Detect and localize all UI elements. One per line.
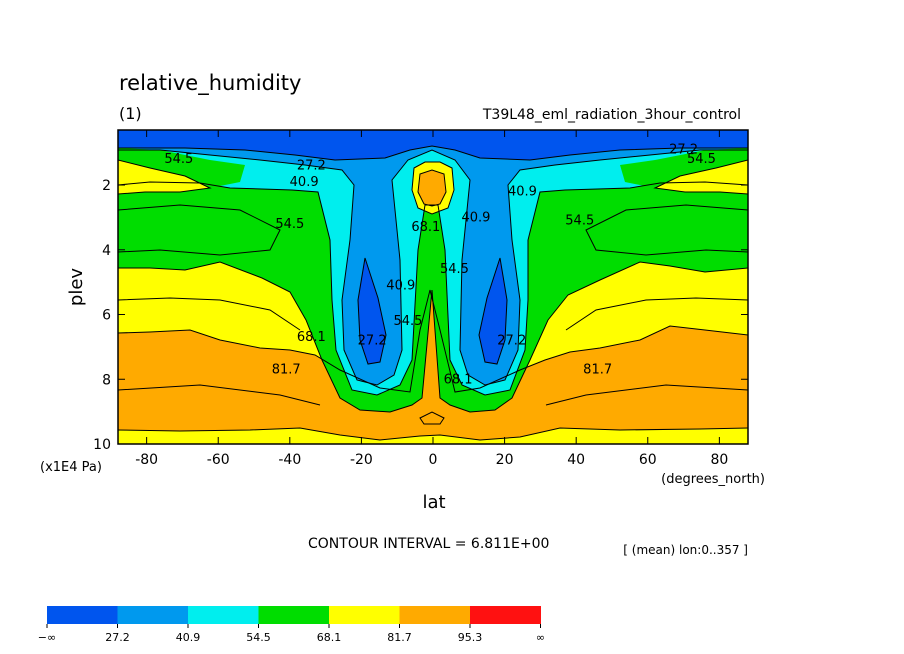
contour-label: 27.2: [669, 142, 698, 157]
colorbar-label: −∞: [38, 631, 56, 644]
y-axis-ticks: 2 4 6 8 10: [93, 178, 748, 453]
y-axis-units: (x1E4 Pa): [40, 460, 102, 475]
band-darkblue-core-south: [358, 258, 386, 364]
y-tick-label: 2: [102, 178, 111, 194]
contour-labels: 54.5 27.240.954.5 68.140.954.540.954.527.2…: [164, 142, 716, 387]
contour-label: 54.5: [393, 314, 422, 329]
mean-info-text: [ (mean) lon:0..357 ]: [623, 543, 748, 557]
band-yellow-bottom: [118, 428, 748, 444]
chart-title: relative_humidity: [119, 71, 301, 96]
contour-label: 40.9: [461, 210, 490, 225]
contour-lines: [118, 145, 748, 441]
band-orange-core: [418, 170, 446, 206]
x-axis-ticks: -80 -60 -40 -20 0 20 40 60 80: [135, 130, 728, 468]
contour-label: 40.9: [386, 278, 415, 293]
x-tick-label: 20: [496, 452, 514, 468]
contour-label: 27.2: [497, 333, 526, 348]
x-tick-label: 40: [567, 452, 585, 468]
band-green-tongue-north: [620, 148, 748, 188]
band-green: [118, 130, 748, 412]
x-tick-label: -60: [207, 452, 230, 468]
x-tick-label: -20: [350, 452, 373, 468]
contour-label: 54.5: [440, 262, 469, 277]
colorbar-swatch: [258, 606, 330, 624]
contour-label: 40.9: [508, 185, 537, 200]
y-tick-label: 10: [93, 437, 111, 453]
chart-subtitle-right: T39L48_eml_radiation_3hour_control: [482, 107, 741, 123]
y-tick-label: 6: [102, 308, 111, 324]
contour-label: 68.1: [297, 330, 326, 345]
colorbar-label: 54.5: [246, 631, 271, 644]
colorbar-swatch: [470, 606, 541, 624]
contour-label: 40.9: [290, 175, 319, 190]
contour-field: 54.5 27.240.954.5 68.140.954.540.954.527.2…: [118, 130, 748, 444]
band-yellow-tongue-north: [655, 160, 748, 194]
colorbar-label: 27.2: [105, 631, 130, 644]
x-tick-label: -80: [135, 452, 158, 468]
colorbar-swatch: [188, 606, 259, 624]
contour-label: 68.1: [444, 372, 473, 387]
x-axis-units: (degrees_north): [661, 472, 765, 487]
contour-label: 81.7: [272, 363, 301, 378]
colorbar-swatch: [47, 606, 118, 624]
colorbar-swatch: [329, 606, 400, 624]
x-tick-label: 80: [710, 452, 728, 468]
band-green-tongue-south: [118, 148, 245, 188]
contour-label: 54.5: [275, 217, 304, 232]
x-axis-label: lat: [422, 492, 445, 513]
contour-label: 54.5: [565, 214, 594, 229]
x-tick-label: -40: [278, 452, 301, 468]
y-axis-label: plev: [66, 268, 87, 307]
x-tick-label: 60: [639, 452, 657, 468]
contour-label: 54.5: [164, 152, 193, 167]
band-yellow-tongue-south: [118, 160, 210, 194]
y-tick-label: 4: [102, 243, 111, 259]
colorbar-label: 81.7: [387, 631, 412, 644]
y-tick-label: 8: [102, 372, 111, 388]
contour-label: 54.5: [687, 152, 716, 167]
colorbar: −∞ 27.2 40.9 54.5 68.1 81.7 95.3 ∞: [38, 606, 545, 644]
contour-interval-text: CONTOUR INTERVAL = 6.811E+00: [308, 536, 549, 552]
x-tick-label: 0: [429, 452, 438, 468]
colorbar-swatch: [399, 606, 471, 624]
band-darkblue-core-north: [479, 258, 507, 364]
contour-label: 27.2: [358, 333, 387, 348]
contour-label: 81.7: [583, 363, 612, 378]
contour-label: 68.1: [411, 220, 440, 235]
colorbar-label: 95.3: [458, 631, 483, 644]
chart-subtitle-left: (1): [119, 104, 142, 123]
colorbar-label: 40.9: [176, 631, 201, 644]
colorbar-swatch: [117, 606, 189, 624]
colorbar-label: ∞: [536, 631, 545, 644]
contour-label: 27.2: [297, 159, 326, 174]
colorbar-label: 68.1: [317, 631, 342, 644]
